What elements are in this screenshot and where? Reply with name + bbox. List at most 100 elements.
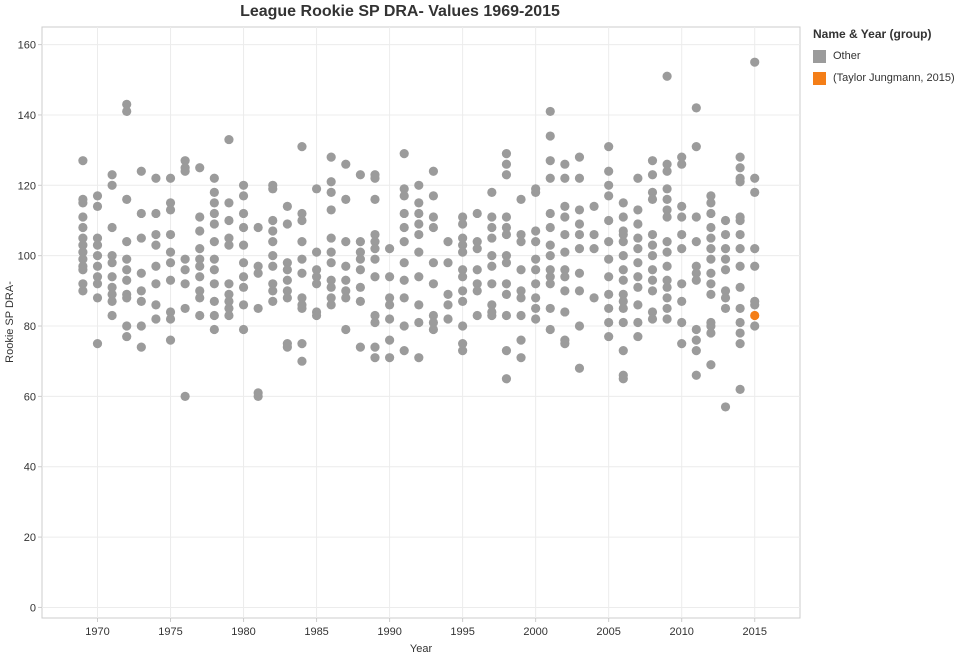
data-point-other [268, 226, 278, 236]
data-point-other [297, 254, 307, 264]
data-point-other [545, 272, 555, 282]
data-point-other [122, 194, 132, 204]
data-point-other [574, 321, 585, 331]
data-point-other [268, 261, 278, 271]
data-point-other [633, 282, 643, 292]
data-point-other [122, 254, 132, 264]
data-point-other [604, 272, 614, 282]
data-point-other [238, 191, 249, 201]
data-point-other [735, 261, 745, 271]
data-point-other [180, 166, 190, 176]
data-point-other [516, 310, 526, 321]
data-point-other [706, 279, 716, 289]
data-point-other [151, 240, 161, 250]
data-point-other [545, 222, 555, 233]
data-point-other [589, 201, 599, 212]
data-point-other [604, 180, 614, 190]
data-point-other [516, 236, 526, 247]
data-point-other [618, 296, 628, 306]
data-point-other [195, 272, 205, 282]
data-point-other [458, 272, 468, 282]
data-point-other [750, 244, 760, 254]
data-point-other [604, 191, 614, 201]
data-point-other [706, 360, 716, 370]
data-point-other [662, 275, 672, 285]
data-point-other [545, 265, 555, 275]
data-point-other [633, 244, 643, 254]
data-point-other [633, 272, 643, 282]
data-point-other [238, 282, 249, 292]
data-point-other [750, 261, 760, 271]
data-point-other [472, 244, 482, 254]
data-point-other [384, 293, 395, 303]
data-point-other [458, 286, 468, 296]
data-point-other [209, 310, 219, 321]
data-point-other [633, 258, 643, 268]
data-point-other [282, 258, 292, 268]
data-point-other [560, 229, 570, 240]
legend-item-other[interactable]: Other [813, 45, 962, 67]
data-point-other [136, 233, 146, 243]
data-point-other [706, 254, 716, 264]
data-point-other [78, 247, 88, 257]
data-point-other [384, 272, 395, 282]
data-point-other [370, 353, 380, 363]
data-point-other [399, 236, 409, 247]
data-point-other [209, 208, 219, 219]
data-point-other [487, 310, 497, 321]
data-point-other [326, 275, 336, 285]
data-point-other [706, 321, 716, 331]
data-point-other [545, 303, 555, 314]
data-point-other [560, 307, 570, 317]
data-point-other [677, 152, 687, 162]
data-point-other [706, 191, 716, 201]
data-point-other [501, 251, 512, 261]
x-tick-label: 1985 [304, 626, 328, 638]
data-point-other [720, 286, 731, 296]
data-point-other [735, 303, 745, 314]
data-point-other [268, 296, 278, 306]
data-point-other [195, 293, 205, 303]
data-point-other [399, 208, 409, 219]
data-point-other [136, 208, 146, 219]
data-point-other [326, 247, 336, 257]
data-point-other [604, 215, 614, 226]
data-point-other [458, 265, 468, 275]
data-point-other [662, 314, 672, 324]
data-point-other [560, 265, 570, 275]
data-point-other [238, 272, 249, 282]
data-point-other [78, 198, 88, 208]
data-point-other [531, 303, 541, 314]
data-point-other [326, 187, 336, 197]
data-point-other [224, 215, 234, 226]
data-point-other [78, 254, 88, 264]
data-point-other [151, 208, 161, 219]
data-point-other [735, 339, 745, 349]
data-point-other [428, 258, 439, 268]
data-point-other [414, 229, 424, 240]
data-point-other [428, 279, 439, 289]
data-point-other [107, 170, 117, 180]
data-point-other [662, 236, 672, 247]
data-point-other [165, 173, 176, 183]
legend-item-taylor-jungmann[interactable]: (Taylor Jungmann, 2015) [813, 67, 962, 89]
data-point-other [297, 215, 307, 226]
data-point-other [545, 279, 555, 289]
data-point-other [574, 268, 585, 278]
data-point-other [750, 57, 760, 67]
data-point-other [472, 286, 482, 296]
data-point-other [633, 317, 643, 328]
data-point-other [574, 152, 585, 162]
data-point-other [735, 317, 745, 328]
data-point-other [151, 300, 161, 310]
data-point-other [136, 342, 146, 352]
data-point-other [487, 251, 497, 261]
data-point-other [341, 275, 351, 285]
data-point-other [735, 163, 745, 173]
data-point-other [428, 310, 439, 321]
data-point-other [516, 194, 526, 204]
data-point-other [531, 265, 541, 275]
data-point-other [589, 244, 599, 254]
legend-swatch-other [813, 49, 826, 63]
legend-label-other: Other [833, 50, 861, 62]
